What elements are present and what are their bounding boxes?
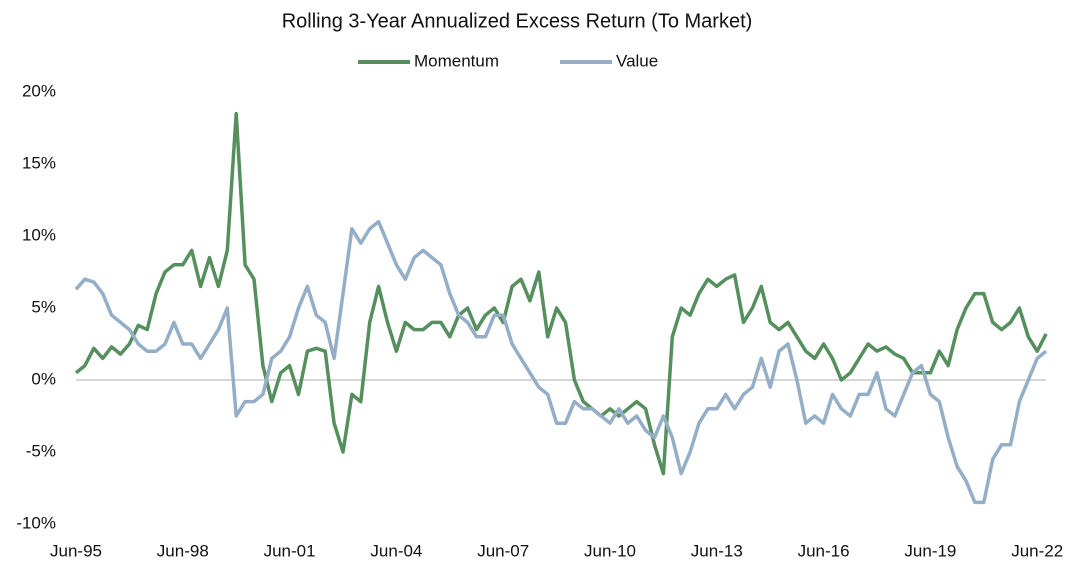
x-tick-label: Jun-16: [798, 541, 850, 560]
y-tick-label: 20%: [22, 81, 56, 100]
x-tick-label: Jun-22: [1011, 541, 1063, 560]
chart-title: Rolling 3-Year Annualized Excess Return …: [282, 10, 753, 32]
x-tick-label: Jun-98: [157, 541, 209, 560]
y-tick-label: -10%: [16, 513, 56, 532]
legend-label: Momentum: [414, 51, 499, 70]
y-tick-label: -5%: [26, 441, 56, 460]
x-tick-label: Jun-01: [264, 541, 316, 560]
y-tick-label: 10%: [22, 225, 56, 244]
y-tick-label: 0%: [31, 369, 56, 388]
y-tick-label: 5%: [31, 297, 56, 316]
x-tick-label: Jun-13: [691, 541, 743, 560]
x-tick-label: Jun-07: [477, 541, 529, 560]
y-tick-label: 15%: [22, 153, 56, 172]
series-line: [74, 111, 1048, 476]
x-tick-label: Jun-04: [370, 541, 422, 560]
x-tick-label: Jun-19: [904, 541, 956, 560]
series-line: [74, 219, 1048, 505]
x-tick-label: Jun-95: [50, 541, 102, 560]
x-tick-label: Jun-10: [584, 541, 636, 560]
legend-label: Value: [616, 51, 658, 70]
